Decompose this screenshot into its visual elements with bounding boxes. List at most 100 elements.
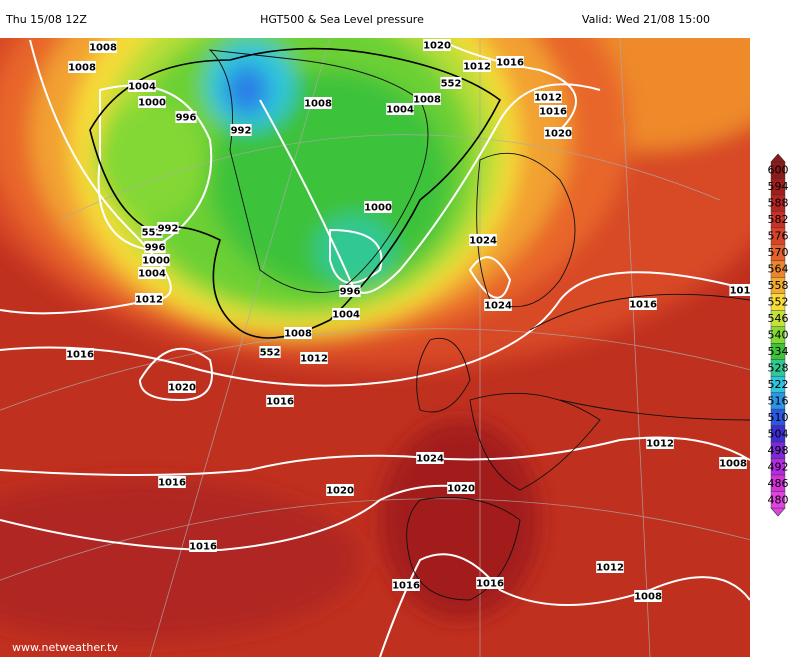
pressure-label-bg [157,222,179,234]
pressure-label-bg [326,484,354,496]
pressure-label: 1000 [142,256,170,267]
chart-title: HGT500 & Sea Level pressure [260,13,424,26]
pressure-label: 1024 [484,301,512,312]
pressure-label: 1016 [496,58,524,69]
pressure-label-bg [89,41,117,53]
pressure-label: 1008 [304,99,332,110]
colorbar-label: 492 [768,460,789,473]
pressure-label-bg [304,97,332,109]
pressure-label: 996 [340,287,361,298]
pressure-label: 992 [231,126,252,137]
pressure-label: 1012 [300,354,328,365]
pressure-label: 1016 [189,542,217,553]
pressure-label: 1008 [413,95,441,106]
pressure-label: 1020 [168,383,196,394]
pressure-label-bg [539,105,567,117]
pressure-label-bg [158,476,186,488]
pressure-label-bg [128,80,156,92]
colorbar-label: 576 [768,230,789,243]
colorbar-label: 540 [768,329,789,342]
pressure-label-bg [463,60,491,72]
pressure-label: 1008 [89,43,117,54]
colorbar-label: 498 [768,444,789,457]
pressure-label: 1020 [544,129,572,140]
colorbar-cap [770,507,786,517]
pressure-label: 1012 [596,563,624,574]
pressure-label-bg [596,561,624,573]
pressure-label: 1008 [68,63,96,74]
pressure-label-bg [496,56,524,68]
pressure-label: 1000 [138,98,166,109]
colorbar-cap [770,153,786,163]
colorbar-label: 504 [768,427,789,440]
pressure-label-bg [629,298,657,310]
pressure-label: 1020 [423,41,451,52]
pressure-label: 992 [158,224,179,235]
pressure-label: 552 [142,228,163,239]
pressure-label-bg [476,577,504,589]
pressure-label-bg [646,437,674,449]
pressure-label-bg [300,352,328,364]
pressure-label-bg [259,346,281,358]
pressure-label-bg [189,540,217,552]
pressure-label-bg [230,124,252,136]
colorbar-label: 510 [768,411,789,424]
credit: www.netweather.tv [12,641,118,654]
pressure-label: 1008 [634,592,662,603]
colorbar-label: 558 [768,279,789,292]
pressure-label-bg [141,226,163,238]
pressure-label: 1020 [326,486,354,497]
pressure-label-bg [469,234,497,246]
pressure-label: 1020 [447,484,475,495]
pressure-label-bg [135,293,163,305]
colorbar: 600 594 588 582 576 570 564 558 552 546 540 534 528 5… [768,153,789,517]
pressure-label: 101 [730,286,751,297]
pressure-label-bg [364,201,392,213]
colorbar-label: 528 [768,361,789,374]
pressure-label-bg [534,91,562,103]
colorbar-label: 600 [768,164,789,177]
pressure-label-bg [413,93,441,105]
pressure-label-bg [142,254,170,266]
pressure-label-bg [729,284,750,296]
colorbar-label: 582 [768,213,789,226]
pressure-label: 1012 [135,295,163,306]
pressure-label: 1012 [534,93,562,104]
pressure-label: 1008 [719,459,747,470]
pressure-label: 996 [176,113,197,124]
pressure-label: 1004 [386,105,414,116]
pressure-label: 1016 [66,350,94,361]
colorbar-label: 522 [768,378,789,391]
pressure-label: 996 [145,243,166,254]
colorbar-label: 480 [768,493,789,506]
pressure-label: 1016 [266,397,294,408]
pressure-label: 1012 [463,62,491,73]
pressure-label-bg [634,590,662,602]
pressure-label: 1016 [476,579,504,590]
pressure-label-bg [392,579,420,591]
pressure-label: 1004 [138,269,166,280]
pressure-label-bg [440,77,462,89]
pressure-label-bg [68,61,96,73]
colorbar-label: 594 [768,180,789,193]
pressure-label-bg [719,457,747,469]
colorbar-label: 534 [768,345,789,358]
pressure-label-bg [138,267,166,279]
pressure-label-bg [144,241,166,253]
pressure-label-bg [386,103,414,115]
pressure-label: 552 [441,79,462,90]
pressure-label: 1016 [629,300,657,311]
colorbar-label: 564 [768,263,789,276]
pressure-label: 1012 [646,439,674,450]
pressure-label-bg [416,452,444,464]
colorbar-label: 570 [768,246,789,259]
run-time: Thu 15/08 12Z [5,13,87,26]
pressure-label: 1016 [392,581,420,592]
pressure-label-bg [66,348,94,360]
colorbar-swatch [770,491,786,509]
colorbar-label: 552 [768,296,789,309]
pressure-label-bg [168,381,196,393]
pressure-label-bg [339,285,361,297]
colorbar-label: 516 [768,394,789,407]
pressure-label: 1000 [364,203,392,214]
